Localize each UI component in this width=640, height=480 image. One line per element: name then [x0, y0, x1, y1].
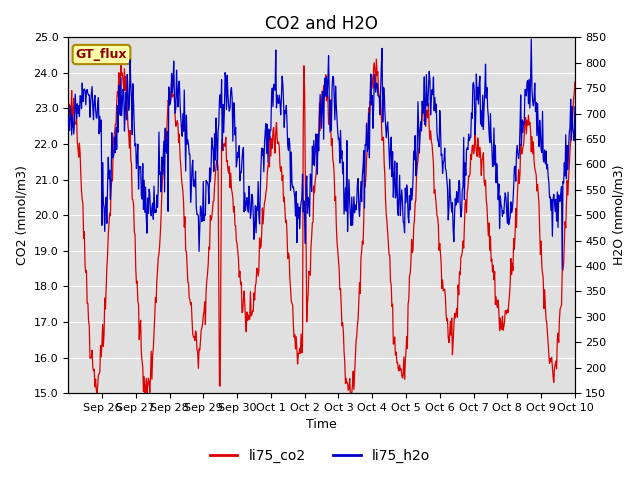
Legend: li75_co2, li75_h2o: li75_co2, li75_h2o [204, 443, 436, 468]
Title: CO2 and H2O: CO2 and H2O [265, 15, 378, 33]
X-axis label: Time: Time [306, 419, 337, 432]
Y-axis label: H2O (mmol/m3): H2O (mmol/m3) [612, 165, 625, 265]
Y-axis label: CO2 (mmol/m3): CO2 (mmol/m3) [15, 165, 28, 265]
Text: GT_flux: GT_flux [76, 48, 127, 61]
